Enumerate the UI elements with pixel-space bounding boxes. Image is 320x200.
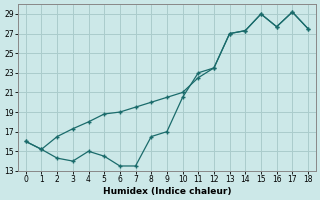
X-axis label: Humidex (Indice chaleur): Humidex (Indice chaleur) <box>103 187 231 196</box>
